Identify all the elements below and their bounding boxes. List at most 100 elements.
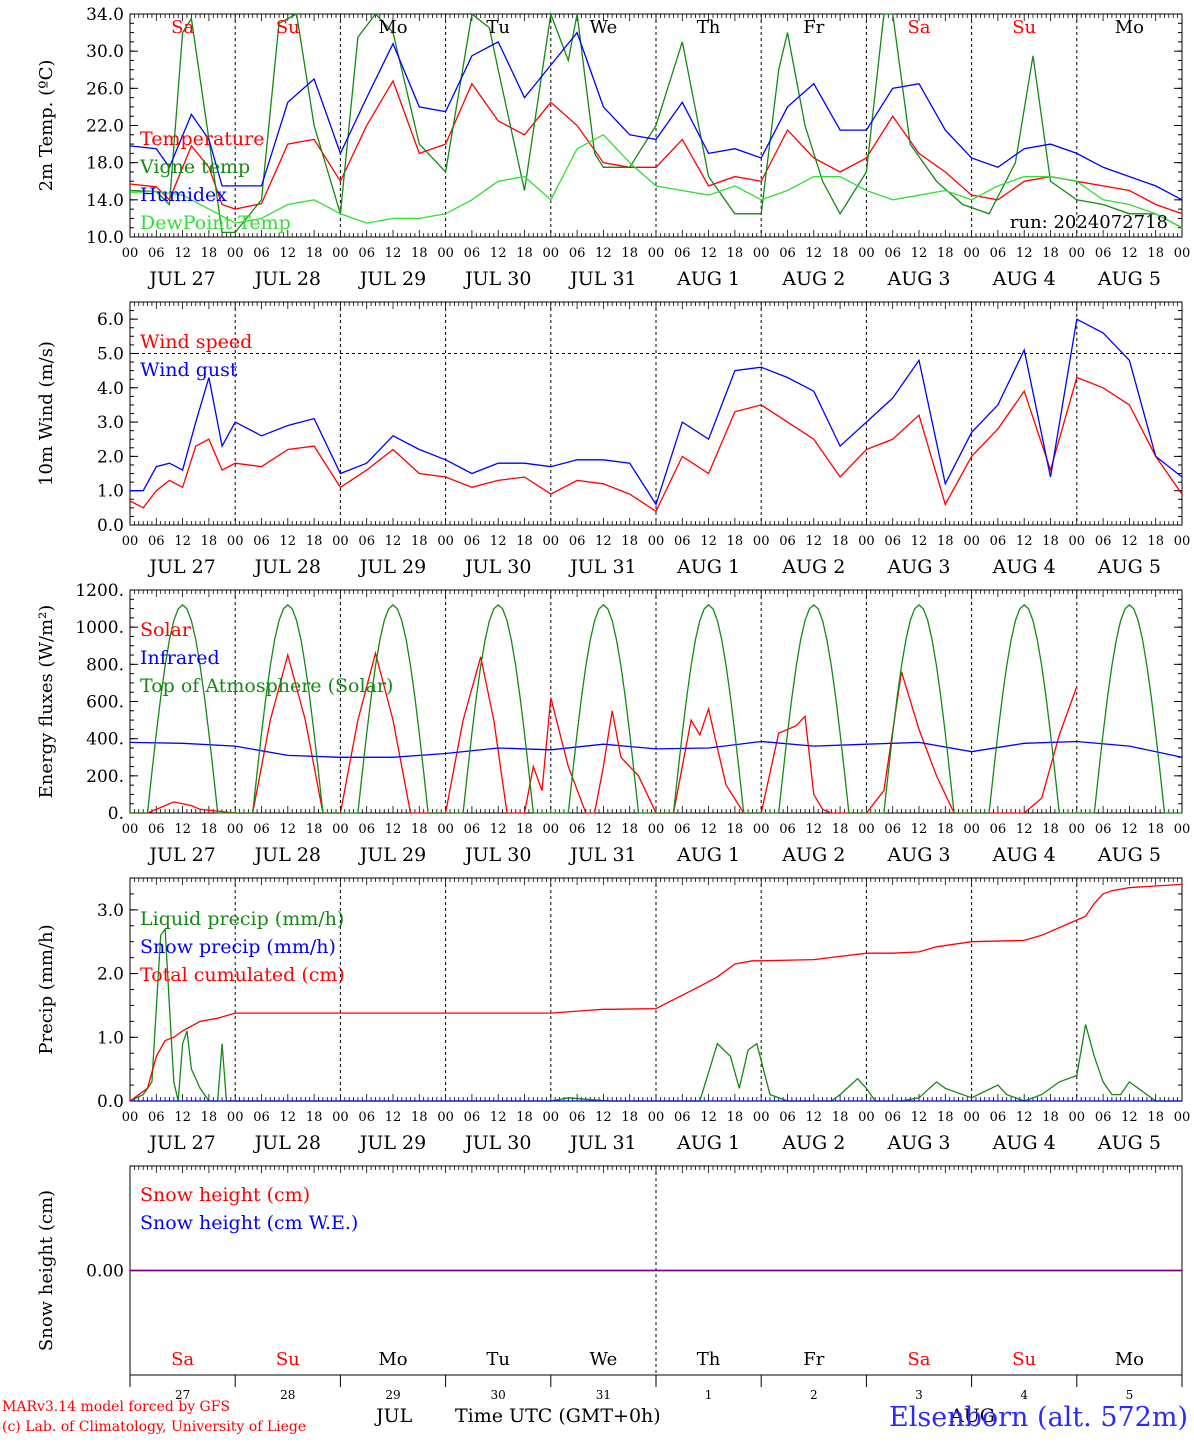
hour-label: 12 [700,822,717,837]
hour-label: 12 [385,534,402,549]
hour-label: 00 [332,246,349,261]
date-label: AUG 5 [1097,1132,1161,1154]
hour-label: 12 [174,534,191,549]
legend-entry: Snow precip (mm/h) [140,936,336,958]
panel-frame [129,301,1183,526]
chart-panel-1: 10.0 14.0 18.0 22.0 26.0 30.0 34.0 2m Temp. (ºC… [36,5,1190,290]
hour-label: 12 [595,534,612,549]
hour-label: 18 [306,246,323,261]
hour-label: 00 [858,822,875,837]
date-label: JUL 31 [568,1132,636,1154]
hour-label: 12 [806,1110,823,1125]
hour-label: 18 [937,534,954,549]
y-tick-label: 1.0 [97,482,124,502]
hour-label: 12 [280,246,297,261]
legend-entry: DewPoint Temp [140,212,291,234]
hour-label: 06 [253,1110,270,1125]
hour-label: 18 [201,822,218,837]
hour-label: 12 [490,534,507,549]
hour-label: 12 [806,822,823,837]
hour-label: 18 [937,246,954,261]
y-tick-label: 5.0 [97,344,124,364]
hour-label: 12 [1016,246,1033,261]
date-label: AUG 3 [886,268,950,290]
weekday-label: Mo [378,17,407,38]
hour-label: 18 [1042,822,1059,837]
hour-label: 18 [727,822,744,837]
hour-label: 00 [648,534,665,549]
date-label: JUL 31 [568,556,636,578]
date-label: AUG 5 [1097,268,1161,290]
hour-label: 06 [253,534,270,549]
date-label: AUG 1 [676,844,740,866]
hour-label: 18 [1042,1110,1059,1125]
date-label: JUL 31 [568,844,636,866]
weekday-label: Th [697,17,721,38]
hour-label: 06 [358,1110,375,1125]
weekday-label: Mo [378,1349,407,1370]
hour-label: 18 [832,246,849,261]
hour-label: 12 [1016,534,1033,549]
date-label: AUG 3 [886,844,950,866]
weekday-label: Su [276,1349,300,1370]
hour-label: 00 [543,822,560,837]
y-tick-label: 0.0 [97,516,124,536]
date-label: AUG 2 [781,556,845,578]
date-label: JUL 30 [463,844,531,866]
hour-label: 18 [727,1110,744,1125]
hour-label: 18 [516,822,533,837]
day-number-label: 31 [596,1388,611,1402]
y-tick-label: 22.0 [86,117,124,137]
date-label: JUL 31 [568,268,636,290]
y-tick-label: 30.0 [86,42,124,62]
hour-label: 06 [1095,246,1112,261]
chart-panel-4: 0.0 1.0 2.0 3.0 Precip (mm/h) Liquid precip (… [36,877,1190,1154]
date-label: JUL 30 [463,1132,531,1154]
legend-entry: Wind gust [140,359,238,381]
hour-label: 12 [385,1110,402,1125]
legend-entry: Top of Atmosphere (Solar) [140,675,393,697]
hour-label: 18 [937,822,954,837]
hour-label: 00 [122,246,139,261]
hour-label: 18 [1147,246,1164,261]
series-line [129,376,1183,513]
y-tick-label: 14.0 [86,191,124,211]
hour-label: 00 [858,534,875,549]
hour-label: 06 [148,534,165,549]
day-number-label: 29 [385,1388,400,1402]
hour-label: 12 [1121,534,1138,549]
weekday-label: Su [1012,1349,1036,1370]
series-line [129,133,1183,229]
hour-label: 06 [358,534,375,549]
weekday-label: Sa [171,17,194,38]
y-tick-label: 26.0 [86,79,124,99]
hour-label: 00 [332,1110,349,1125]
hour-label: 00 [1069,822,1086,837]
hour-label: 12 [280,1110,297,1125]
hour-label: 12 [280,822,297,837]
y-tick-label: 18.0 [86,154,124,174]
date-label: AUG 5 [1097,556,1161,578]
chart-panel-5: 0.00 Snow height (cm) Snow height (cm) Snow… [36,1165,1183,1402]
hour-label: 00 [1069,1110,1086,1125]
legend-entry: Wind speed [140,331,252,353]
hour-label: 00 [858,246,875,261]
hour-label: 06 [464,534,481,549]
hour-label: 06 [884,1110,901,1125]
legend-entry: Solar [140,619,192,641]
hour-label: 06 [464,246,481,261]
hour-label: 18 [621,246,638,261]
y-tick-label: 10.0 [86,228,124,248]
legend-entry: Vigne temp [139,156,250,178]
legend-entry: Liquid precip (mm/h) [140,908,344,930]
weekday-label: Sa [907,17,930,38]
y-tick-label: 2.0 [97,965,124,985]
hour-label: 18 [411,534,428,549]
y-tick-label: 0.0 [97,1092,124,1112]
hour-label: 12 [1121,246,1138,261]
hour-label: 00 [1174,534,1191,549]
day-number-label: 1 [705,1388,713,1402]
y-tick-label: 4.0 [97,379,124,399]
